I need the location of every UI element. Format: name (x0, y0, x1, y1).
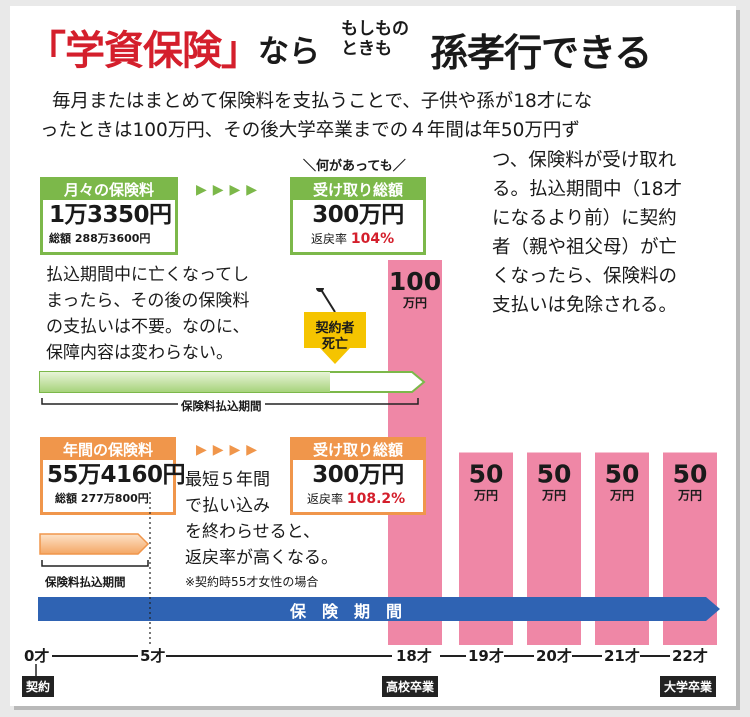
title-small-line1: もしもの (341, 19, 409, 39)
death-note-line1: 払込期間中に亡くなってし (46, 265, 250, 285)
bar-unit-label: 万円 (473, 489, 498, 503)
bar-value-label: 50 (673, 460, 708, 489)
annual-premium-total: 総額 277万800円 (55, 492, 149, 505)
tick-age-20: 20才 (536, 647, 572, 665)
title-main: 「学資保険」 (26, 28, 261, 74)
monthly-premium-header: 月々の保険料 (43, 180, 175, 200)
receive-total-box-orange: 受け取り総額 300万円 返戻率 108.2% (290, 437, 426, 515)
tick-age-19: 19才 (468, 647, 504, 665)
tag-university-graduation: 大学卒業 (660, 676, 717, 697)
bar-value-label: 50 (469, 460, 504, 489)
description-line2: ったときは100万円、その後大学卒業までの４年間は年50万円ず (40, 120, 580, 141)
tick-age-22: 22才 (672, 647, 708, 665)
monthly-premium-total: 総額 288万3600円 (49, 232, 151, 245)
return-rate-value-green: 104% (350, 231, 395, 247)
return-rate-value-orange: 108.2% (346, 491, 406, 507)
arrows-green: ▶▶▶▶ (196, 182, 264, 198)
nanigaattemo-label: ＼何があっても／ (303, 159, 406, 174)
tick-age-21: 21才 (604, 647, 640, 665)
description-line4: る。払込期間中（18才 (492, 179, 683, 200)
receive-total-amount-orange: 300万円 (312, 462, 404, 488)
bar-value-label: 100 (389, 267, 441, 296)
bar-unit-label: 万円 (677, 489, 702, 503)
annual-note-footnote: ※契約時55才女性の場合 (185, 575, 319, 589)
tick-age-0: 0才 (24, 647, 50, 665)
coverage-period-bar (38, 597, 720, 621)
title-end: 孫孝行できる (430, 31, 652, 75)
bar-unit-label: 万円 (541, 489, 566, 503)
monthly-premium-amount: 1万3350円 (49, 202, 172, 228)
arrows-orange: ▶▶▶▶ (196, 442, 264, 458)
receive-total-box-green: 受け取り総額 300万円 返戻率 104% (290, 177, 426, 255)
bar-value-label: 50 (537, 460, 572, 489)
description-line7: くなったら、保険料の (492, 266, 678, 287)
receive-total-amount-green: 300万円 (312, 202, 404, 228)
green-payment-bar (39, 371, 426, 405)
return-rate-label-green: 返戻率 (311, 232, 348, 246)
death-badge-line2: 死亡 (321, 337, 348, 352)
annual-note-line4: 返戻率が高くなる。 (185, 548, 338, 568)
death-note-line4: 保障内容は変わらない。 (46, 343, 233, 363)
tick-age-18: 18才 (396, 647, 432, 665)
annual-premium-header: 年間の保険料 (43, 440, 173, 460)
return-rate-label-orange: 返戻率 (307, 492, 344, 506)
orange-payment-bar (39, 533, 150, 567)
death-badge-line1: 契約者 (315, 321, 355, 336)
annual-premium-box: 年間の保険料 55万4160円 総額 277万800円 (40, 437, 186, 515)
title-small-line2: ときも (341, 39, 392, 59)
annual-note-line2: で払い込み (185, 496, 270, 516)
receive-total-header-green: 受け取り総額 (293, 180, 423, 200)
bar-unit-label: 万円 (609, 489, 634, 503)
tag-highschool-graduation: 高校卒業 (382, 676, 439, 697)
monthly-premium-box: 月々の保険料 1万3350円 総額 288万3600円 (40, 177, 178, 255)
annual-note-line3: を終わらせると、 (185, 522, 320, 542)
description-line8: 支払いは免除される。 (492, 295, 678, 316)
description-line5: になるより前）に契約 (492, 208, 677, 229)
payment-period-label-bottom: 保険料払込期間 (42, 574, 129, 590)
death-note-line3: の支払いは不要。なのに、 (46, 317, 250, 337)
tick-age-5: 5才 (140, 647, 166, 665)
description-line3: つ、保険料が受け取れ (492, 150, 677, 171)
description-line6: 者（親や祖父母）が亡 (492, 237, 678, 258)
bar-unit-label: 万円 (402, 296, 427, 310)
title-nara: なら (258, 34, 320, 70)
death-note-line2: まったら、その後の保険料 (46, 291, 250, 311)
payment-period-label-top: 保険料払込期間 (178, 398, 265, 414)
bar-value-label: 50 (605, 460, 640, 489)
annual-premium-amount: 55万4160円 (47, 462, 186, 488)
receive-total-header-orange: 受け取り総額 (293, 440, 423, 460)
tag-contract: 契約 (22, 676, 55, 697)
death-badge-shape (304, 288, 366, 364)
coverage-period-label: 保 険 期 間 (290, 602, 403, 621)
annual-note-line1: 最短５年間 (185, 470, 270, 490)
description-line1: 毎月またはまとめて保険料を支払うことで、子供や孫が18才にな (52, 91, 593, 112)
